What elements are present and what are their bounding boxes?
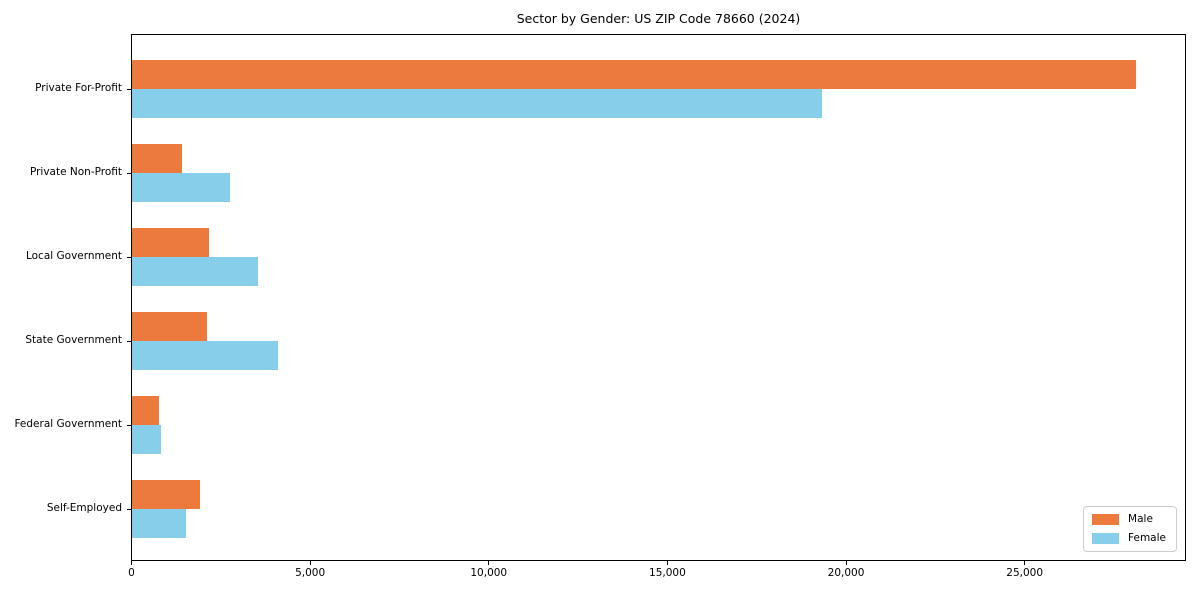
bar-male-6 bbox=[132, 479, 200, 509]
bar-male-3 bbox=[132, 227, 209, 257]
bar-male-4 bbox=[132, 311, 208, 341]
x-axis-tick-label: 0 bbox=[128, 567, 135, 579]
y-axis-label: Self-Employed bbox=[46, 502, 122, 514]
y-axis-label: Private Non-Profit bbox=[29, 166, 122, 178]
x-axis-tick bbox=[845, 561, 847, 565]
bar-female-2 bbox=[132, 172, 230, 202]
x-axis-tick-label: 15,000 bbox=[649, 567, 686, 579]
bar-female-3 bbox=[132, 256, 259, 286]
x-axis-tick-label: 20,000 bbox=[827, 567, 865, 579]
y-axis-tick bbox=[127, 508, 131, 510]
bar-female-1 bbox=[132, 88, 822, 118]
y-axis-label: Local Government bbox=[25, 250, 122, 262]
x-axis-tick bbox=[666, 561, 668, 565]
chart-title: Sector by Gender: US ZIP Code 78660 (202… bbox=[516, 11, 801, 26]
female-series-swatch bbox=[1092, 533, 1120, 544]
bar-male-1 bbox=[132, 59, 1136, 89]
x-axis-tick bbox=[309, 561, 311, 565]
bar-male-5 bbox=[132, 395, 159, 425]
legend-item-female: Female bbox=[1092, 532, 1166, 545]
male-series-swatch bbox=[1092, 514, 1120, 525]
legend-item-male: Male bbox=[1092, 513, 1166, 526]
legend: Male Female bbox=[1083, 506, 1177, 552]
y-axis-tick bbox=[127, 340, 131, 342]
x-axis-tick-label: 25,000 bbox=[1006, 567, 1044, 579]
y-axis-tick bbox=[127, 172, 131, 174]
x-axis-tick-label: 5,000 bbox=[295, 567, 326, 579]
x-axis-tick bbox=[488, 561, 490, 565]
y-axis-tick bbox=[127, 88, 131, 90]
x-axis-tick bbox=[1024, 561, 1026, 565]
bar-female-4 bbox=[132, 340, 279, 370]
y-axis-label: Private For-Profit bbox=[35, 82, 122, 94]
bar-female-5 bbox=[132, 424, 161, 454]
plot-area: Male Female bbox=[131, 34, 1186, 561]
bar-female-6 bbox=[132, 508, 186, 538]
y-axis-label: Federal Government bbox=[14, 418, 122, 430]
y-axis-tick bbox=[127, 256, 131, 258]
x-axis-tick bbox=[131, 561, 132, 565]
bar-male-2 bbox=[132, 143, 183, 173]
x-axis-tick-label: 10,000 bbox=[470, 567, 508, 579]
legend-label-male: Male bbox=[1128, 513, 1153, 525]
y-axis-tick bbox=[127, 424, 131, 426]
legend-label-female: Female bbox=[1128, 532, 1166, 544]
y-axis-label: State Government bbox=[25, 334, 122, 346]
